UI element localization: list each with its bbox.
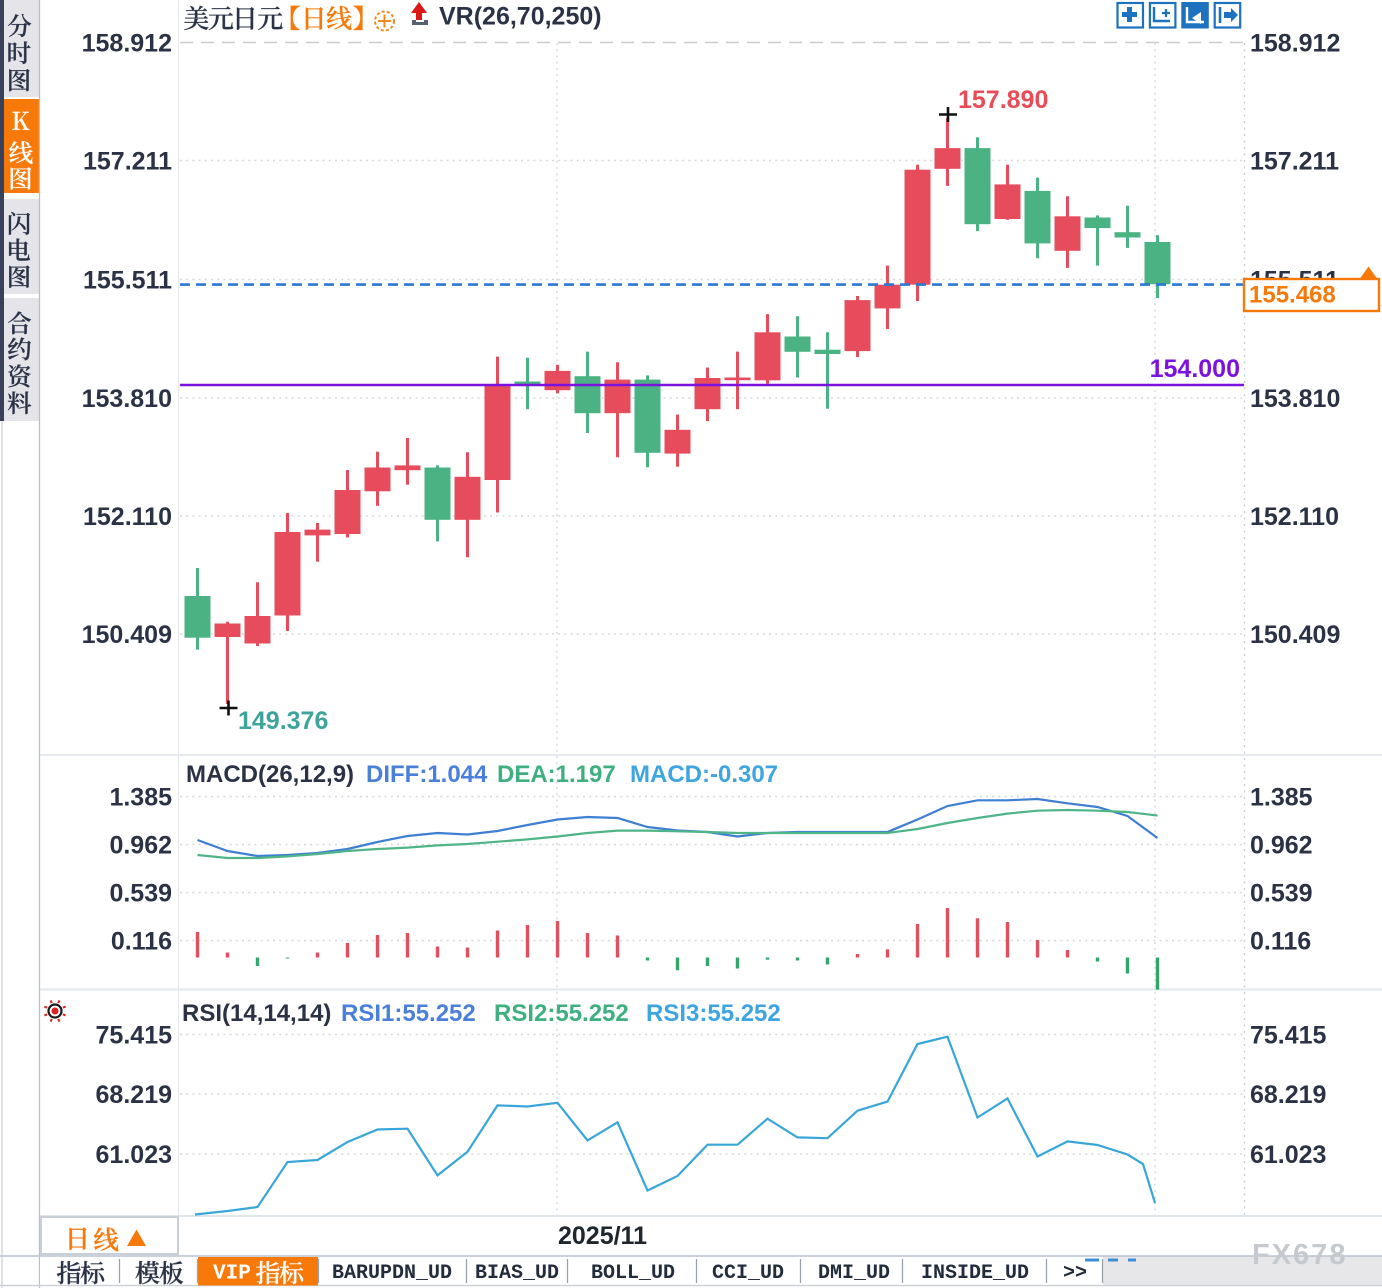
svg-text:157.890: 157.890 [958,86,1048,114]
svg-text:INSIDE_UD: INSIDE_UD [921,1262,1029,1285]
svg-text:158.912: 158.912 [82,30,172,58]
svg-text:153.810: 153.810 [1250,385,1340,413]
svg-text:MACD:-0.307: MACD:-0.307 [630,761,778,788]
svg-text:BIAS_UD: BIAS_UD [475,1262,559,1285]
svg-text:MACD(26,12,9): MACD(26,12,9) [186,761,354,788]
svg-text:68.219: 68.219 [96,1081,172,1109]
svg-text:155.511: 155.511 [83,267,172,295]
svg-text:DIFF:1.044: DIFF:1.044 [366,761,488,788]
svg-text:BOLL_UD: BOLL_UD [591,1262,675,1285]
svg-text:149.376: 149.376 [238,707,328,735]
svg-text:DMI_UD: DMI_UD [818,1262,890,1285]
svg-text:BARUPDN_UD: BARUPDN_UD [332,1262,452,1285]
svg-text:1.385: 1.385 [1250,784,1313,812]
svg-text:RSI1:55.252: RSI1:55.252 [341,1000,476,1027]
svg-text:152.110: 152.110 [83,503,172,531]
svg-text:CCI_UD: CCI_UD [712,1262,784,1285]
svg-text:75.415: 75.415 [1250,1022,1327,1050]
svg-text:61.023: 61.023 [1250,1141,1326,1169]
svg-text:154.000: 154.000 [1150,355,1240,383]
svg-text:152.110: 152.110 [1250,503,1339,531]
svg-text:68.219: 68.219 [1250,1081,1326,1109]
svg-text:FX678: FX678 [1252,1239,1347,1271]
svg-text:0.539: 0.539 [109,880,172,908]
svg-text:0.116: 0.116 [111,928,172,956]
svg-text:RSI3:55.252: RSI3:55.252 [646,1000,781,1027]
svg-text:0.116: 0.116 [1250,928,1311,956]
svg-text:RSI(14,14,14): RSI(14,14,14) [182,1000,331,1027]
svg-text:61.023: 61.023 [96,1141,172,1169]
svg-text:DEA:1.197: DEA:1.197 [497,761,616,788]
svg-text:2025/11: 2025/11 [558,1222,647,1250]
svg-text:RSI2:55.252: RSI2:55.252 [494,1000,629,1027]
svg-text:VIP: VIP [213,1263,251,1286]
svg-text:150.409: 150.409 [82,621,172,649]
svg-text:75.415: 75.415 [96,1022,173,1050]
svg-text:>>: >> [1063,1262,1087,1285]
svg-text:1.385: 1.385 [109,784,172,812]
svg-text:157.211: 157.211 [1250,148,1339,176]
svg-text:153.810: 153.810 [82,385,172,413]
svg-text:0.962: 0.962 [109,832,172,860]
svg-text:157.211: 157.211 [83,148,172,176]
svg-text:158.912: 158.912 [1250,30,1340,58]
svg-text:0.539: 0.539 [1250,880,1313,908]
svg-text:0.962: 0.962 [1250,832,1313,860]
svg-text:150.409: 150.409 [1250,621,1340,649]
svg-text:155.468: 155.468 [1249,282,1336,309]
svg-text:VR(26,70,250): VR(26,70,250) [439,3,602,31]
